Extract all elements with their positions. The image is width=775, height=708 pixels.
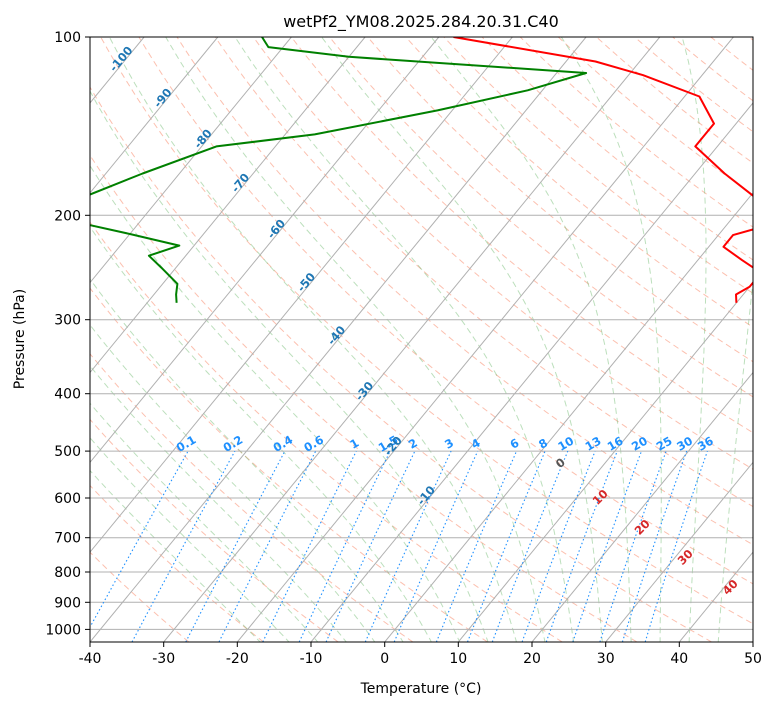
mixing-ratio-line <box>90 450 189 629</box>
moist-adiabat-line <box>90 324 376 642</box>
isotherm-line <box>310 102 753 642</box>
isotherm-line <box>90 37 219 194</box>
mixing-ratio-line <box>644 450 708 642</box>
mixing-ratio-line <box>599 450 667 642</box>
moist-adiabat-line <box>165 37 546 642</box>
dry-adiabat-line <box>90 287 488 642</box>
mixing-ratio-line <box>325 450 416 642</box>
mixing-ratio-line <box>621 450 688 642</box>
dry-adiabat-line <box>90 86 712 642</box>
plot-background <box>90 37 753 642</box>
y-tick-label: 100 <box>54 30 81 46</box>
x-axis: -40 -30 -20 -10 0 10 20 30 40 50 <box>79 642 762 667</box>
mixing-ratio-line <box>545 450 618 642</box>
dry-adiabat-line <box>90 418 339 642</box>
mixing-ratio-label: 25 <box>654 434 675 454</box>
profiles <box>90 37 753 303</box>
x-tick-label: 40 <box>670 651 688 667</box>
mixing-ratio-label: 13 <box>583 434 604 454</box>
y-tick-label: 900 <box>54 595 81 611</box>
dry-adiabat-line <box>90 484 264 642</box>
moist-adiabat-line <box>90 437 290 642</box>
isotherm-line <box>0 37 70 642</box>
dry-adiabat-line <box>557 37 753 196</box>
y-tick-label: 1000 <box>45 622 81 638</box>
mixing-ratio-label: 36 <box>695 434 716 454</box>
x-tick-label: 10 <box>449 651 467 667</box>
dry-adiabat-line <box>138 37 753 585</box>
background-lines <box>0 37 753 642</box>
y-axis-title: Pressure (hPa) <box>12 289 28 389</box>
isotherm-line <box>457 281 753 642</box>
mixing-ratio-label: 16 <box>605 434 626 454</box>
dry-adiabat-line <box>519 37 753 228</box>
y-tick-label: 700 <box>54 531 81 547</box>
moist-adiabat-line <box>430 37 632 642</box>
isotherm-line <box>605 461 753 642</box>
moist-adiabat-line <box>717 276 753 642</box>
isotherm-line <box>90 37 292 284</box>
mixing-ratio-label: 10 <box>555 434 576 454</box>
dewpoint-profile-line <box>90 37 588 303</box>
x-tick-label: 20 <box>523 651 541 667</box>
dry-adiabat-line <box>90 154 638 642</box>
plot-frame <box>89 36 754 643</box>
y-tick-label: 400 <box>54 387 81 403</box>
mixing-ratio-line <box>131 450 236 642</box>
mixing-ratio-label: 20 <box>629 434 650 454</box>
dry-adiabat-line <box>176 37 753 546</box>
moist-adiabat-line <box>90 469 261 642</box>
mixing-ratio-line <box>298 450 391 642</box>
dry-adiabat-line <box>252 37 753 470</box>
x-tick-label: -10 <box>300 651 323 667</box>
y-axis: 100 200 300 400 500 600 700 800 900 1000 <box>45 30 90 638</box>
dry-adiabat-line <box>481 37 753 261</box>
y-tick-label: 200 <box>54 208 81 224</box>
x-tick-label: -30 <box>152 651 175 667</box>
temperature-profile-line <box>453 37 753 303</box>
dry-adiabat-line <box>367 37 753 363</box>
moist-adiabat-line <box>90 226 432 642</box>
dry-adiabat-line <box>100 37 753 625</box>
mixing-ratio-label: 30 <box>674 434 695 454</box>
x-tick-label: 0 <box>380 651 389 667</box>
x-tick-label: 50 <box>744 651 762 667</box>
x-axis-title: Temperature (°C) <box>360 681 482 697</box>
mixing-ratio-line <box>262 450 357 642</box>
x-tick-label: 30 <box>597 651 615 667</box>
moist-adiabat-line <box>108 37 518 642</box>
isotherm-line <box>90 37 513 553</box>
dry-adiabat-line <box>90 221 563 642</box>
dry-adiabat-line <box>329 37 753 398</box>
y-tick-label: 800 <box>54 565 81 581</box>
isotherm-line <box>90 37 440 464</box>
isotherm-line <box>163 37 661 642</box>
mixing-ratio-line <box>364 450 452 642</box>
moist-adiabat-line <box>90 90 489 642</box>
moist-adiabat-line <box>681 37 707 642</box>
mixing-ratio-line <box>435 450 518 642</box>
chart-title: wetPf2_YM08.2025.284.20.31.C40 <box>283 12 559 32</box>
moist-adiabat-line <box>560 37 662 642</box>
isotherm-line <box>90 37 587 642</box>
moist-adiabat-line <box>321 37 603 642</box>
y-tick-label: 500 <box>54 444 81 460</box>
x-tick-label: -40 <box>79 651 102 667</box>
y-tick-label: 300 <box>54 313 81 329</box>
isotherm-line <box>531 371 753 642</box>
y-tick-label: 600 <box>54 491 81 507</box>
moist-adiabat-line <box>234 37 575 642</box>
moist-adiabat-line <box>90 278 404 642</box>
moist-adiabat-line <box>90 164 461 642</box>
isotherm-line <box>752 641 753 642</box>
x-tick-label: -20 <box>226 651 249 667</box>
mixing-ratio-line <box>572 450 643 642</box>
isotherm-line <box>384 192 753 642</box>
isotherm-line <box>236 37 734 642</box>
